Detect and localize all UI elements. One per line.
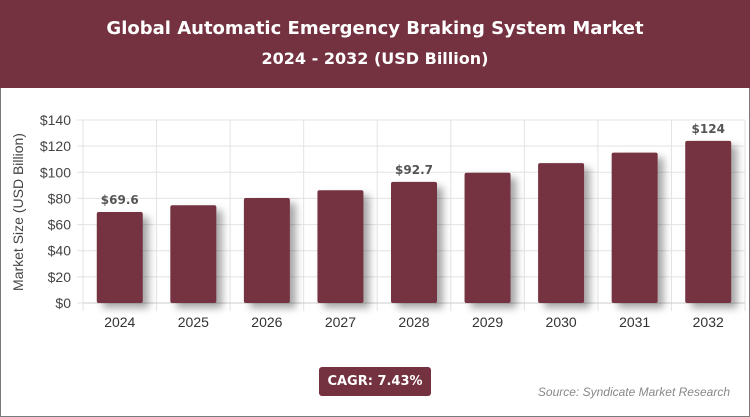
y-tick-label: $120 xyxy=(40,138,71,154)
bar xyxy=(391,181,437,303)
y-tick-label: $20 xyxy=(48,269,72,285)
y-tick-label: $40 xyxy=(48,243,72,259)
y-tick-label: $0 xyxy=(55,295,71,311)
bar xyxy=(611,152,658,303)
x-tick-label: 2027 xyxy=(325,314,356,330)
y-tick-label: $140 xyxy=(40,112,71,128)
x-tick-label: 2032 xyxy=(693,314,724,330)
x-tick-label: 2031 xyxy=(619,314,650,330)
bar xyxy=(96,212,143,303)
x-tick-label: 2029 xyxy=(472,314,503,330)
x-tick-label: 2024 xyxy=(104,314,135,330)
y-tick-label: $100 xyxy=(40,164,71,180)
chart-header: Global Automatic Emergency Braking Syste… xyxy=(0,0,750,88)
bar xyxy=(317,190,364,303)
data-label: $124 xyxy=(692,122,725,136)
chart-title: Global Automatic Emergency Braking Syste… xyxy=(106,18,644,39)
y-tick-label: $80 xyxy=(48,190,72,206)
x-tick-label: 2025 xyxy=(178,314,209,330)
cagr-badge: CAGR: 7.43% xyxy=(319,367,431,396)
bar xyxy=(243,198,290,303)
y-tick-label: $60 xyxy=(48,217,72,233)
bar xyxy=(464,172,511,303)
x-tick-label: 2026 xyxy=(251,314,282,330)
data-label: $92.7 xyxy=(395,163,433,177)
x-tick-label: 2028 xyxy=(398,314,429,330)
data-label: $69.6 xyxy=(101,193,139,207)
bar xyxy=(538,163,585,303)
x-tick-label: 2030 xyxy=(546,314,577,330)
chart-subtitle: 2024 - 2032 (USD Billion) xyxy=(261,49,489,68)
source-note: Source: Syndicate Market Research xyxy=(537,385,730,399)
bar xyxy=(170,205,217,303)
bar xyxy=(685,140,732,303)
y-axis-label: Market Size (USD Billion) xyxy=(10,133,26,291)
